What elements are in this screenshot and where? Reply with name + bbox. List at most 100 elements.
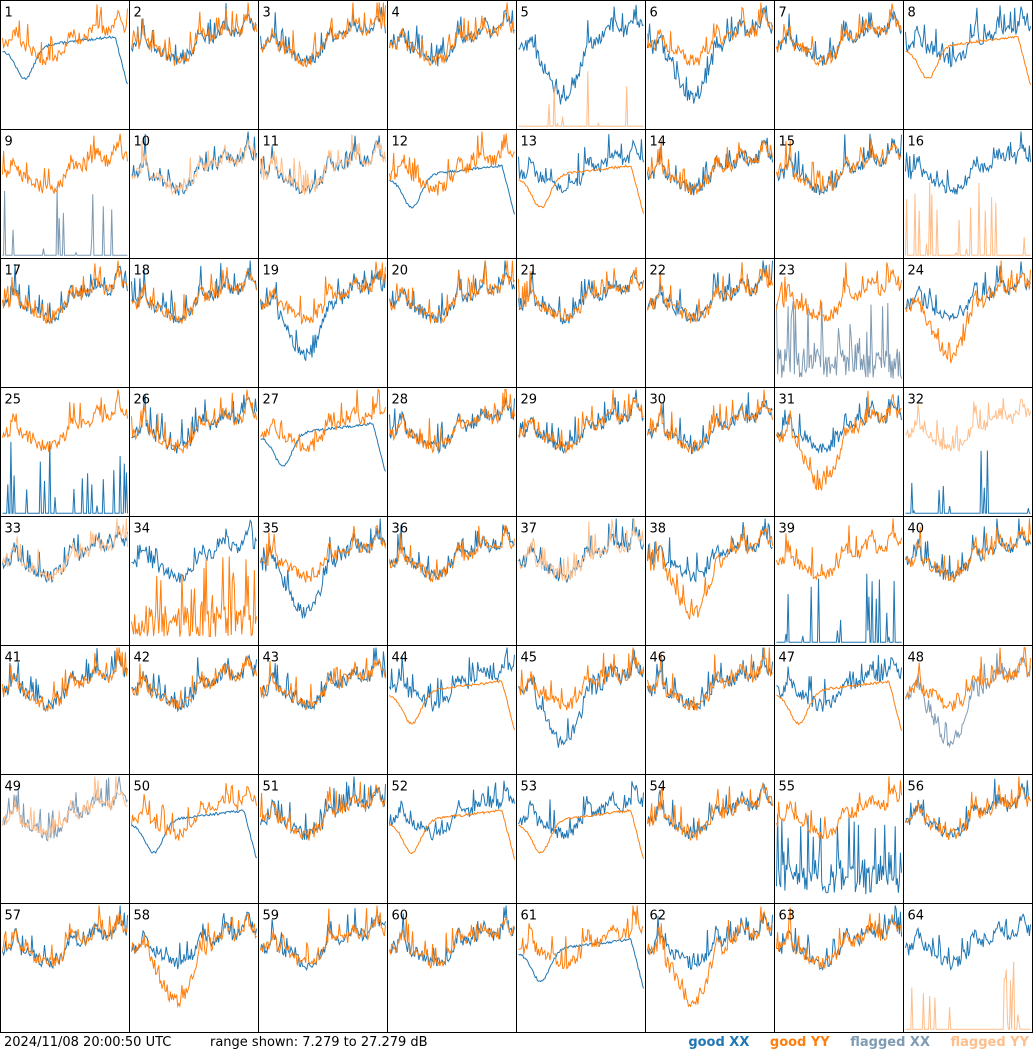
- series-yy: [905, 35, 1031, 86]
- panel-40: 40: [903, 516, 1033, 646]
- panel-frame: [516, 129, 646, 259]
- series-yy: [905, 182, 1031, 256]
- panel-frame: [387, 258, 517, 388]
- panel-frame: [516, 516, 646, 646]
- panel-label: 22: [650, 264, 667, 279]
- panel-frame: [0, 0, 130, 130]
- panel-label: 51: [263, 780, 280, 795]
- series-xx: [389, 780, 515, 841]
- series-yy: [2, 389, 128, 453]
- series-yy: [131, 138, 257, 196]
- panel-frame: [0, 387, 130, 517]
- series-yy: [131, 389, 257, 455]
- series-xx: [518, 518, 644, 583]
- panel-50: 50: [129, 774, 259, 904]
- series-yy: [518, 71, 644, 127]
- panel-label: 27: [263, 393, 280, 408]
- panel-21: 21: [516, 258, 646, 388]
- panel-frame: [774, 774, 904, 904]
- panel-frame: [645, 516, 775, 646]
- series-yy: [518, 808, 644, 859]
- panel-11: 11: [258, 129, 388, 259]
- series-xx: [518, 134, 644, 194]
- series-xx: [131, 653, 257, 713]
- panel-label: 60: [392, 909, 409, 924]
- panel-frame: [645, 258, 775, 388]
- series-yy: [260, 524, 386, 583]
- series-yy: [131, 556, 257, 637]
- panel-label: 8: [908, 6, 916, 21]
- panel-label: 47: [779, 651, 796, 666]
- panel-label: 18: [134, 264, 151, 279]
- series-yy: [260, 134, 386, 195]
- series-xx: [905, 131, 1031, 195]
- series-yy: [905, 961, 1031, 1030]
- panel-label: 28: [392, 393, 409, 408]
- panel-frame: [129, 129, 259, 259]
- panel-frame: [129, 0, 259, 130]
- series-yy: [647, 139, 773, 196]
- panel-6: 6: [645, 0, 775, 130]
- panel-frame: [516, 258, 646, 388]
- panel-34: 34: [129, 516, 259, 646]
- panel-frame: [774, 903, 904, 1033]
- panel-frame: [129, 903, 259, 1033]
- panel-label: 7: [779, 6, 787, 21]
- series-xx: [905, 653, 1031, 749]
- panel-35: 35: [258, 516, 388, 646]
- panel-frame: [387, 387, 517, 517]
- panel-frame: [258, 774, 388, 904]
- panel-label: 34: [134, 522, 151, 537]
- series-xx: [131, 809, 257, 859]
- panel-27: 27: [258, 387, 388, 517]
- series-xx: [518, 4, 644, 105]
- series-xx: [776, 814, 902, 895]
- panel-41: 41: [0, 645, 130, 775]
- panel-label: 9: [5, 135, 13, 150]
- series-yy: [260, 388, 386, 452]
- legend-good-yy: good YY: [769, 1035, 830, 1050]
- panel-16: 16: [903, 129, 1033, 259]
- series-yy: [647, 2, 773, 66]
- panel-4: 4: [387, 0, 517, 130]
- series-xx: [260, 518, 386, 619]
- panel-frame: [387, 516, 517, 646]
- range-text: range shown: 7.279 to 27.279 dB: [210, 1035, 428, 1050]
- panel-frame: [0, 516, 130, 646]
- panel-label: 5: [521, 6, 529, 21]
- panel-23: 23: [774, 258, 904, 388]
- panel-label: 53: [521, 780, 538, 795]
- series-xx: [905, 778, 1031, 838]
- panel-label: 44: [392, 651, 409, 666]
- panel-frame: [516, 645, 646, 775]
- series-xx: [776, 133, 902, 196]
- series-yy: [905, 646, 1031, 712]
- series-yy: [131, 913, 257, 1009]
- panel-frame: [645, 129, 775, 259]
- panel-frame: [645, 903, 775, 1033]
- series-yy: [776, 776, 902, 841]
- panel-49: 49: [0, 774, 130, 904]
- panel-26: 26: [129, 387, 259, 517]
- series-xx: [389, 647, 515, 712]
- series-yy: [260, 261, 386, 326]
- panel-label: 54: [650, 780, 667, 795]
- panel-2: 2: [129, 0, 259, 130]
- panel-9: 9: [0, 129, 130, 259]
- panel-frame: [129, 258, 259, 388]
- series-yy: [905, 260, 1031, 364]
- panel-label: 63: [779, 909, 796, 924]
- panel-frame: [258, 0, 388, 130]
- panel-frame: [387, 0, 517, 130]
- series-xx: [518, 649, 644, 748]
- series-xx: [647, 782, 773, 839]
- series-yy: [389, 131, 515, 196]
- series-yy: [776, 262, 902, 322]
- panel-label: 39: [779, 522, 796, 537]
- panel-54: 54: [645, 774, 775, 904]
- series-yy: [260, 657, 386, 711]
- series-yy: [2, 905, 128, 967]
- panel-19: 19: [258, 258, 388, 388]
- panel-30: 30: [645, 387, 775, 517]
- series-yy: [905, 397, 1031, 453]
